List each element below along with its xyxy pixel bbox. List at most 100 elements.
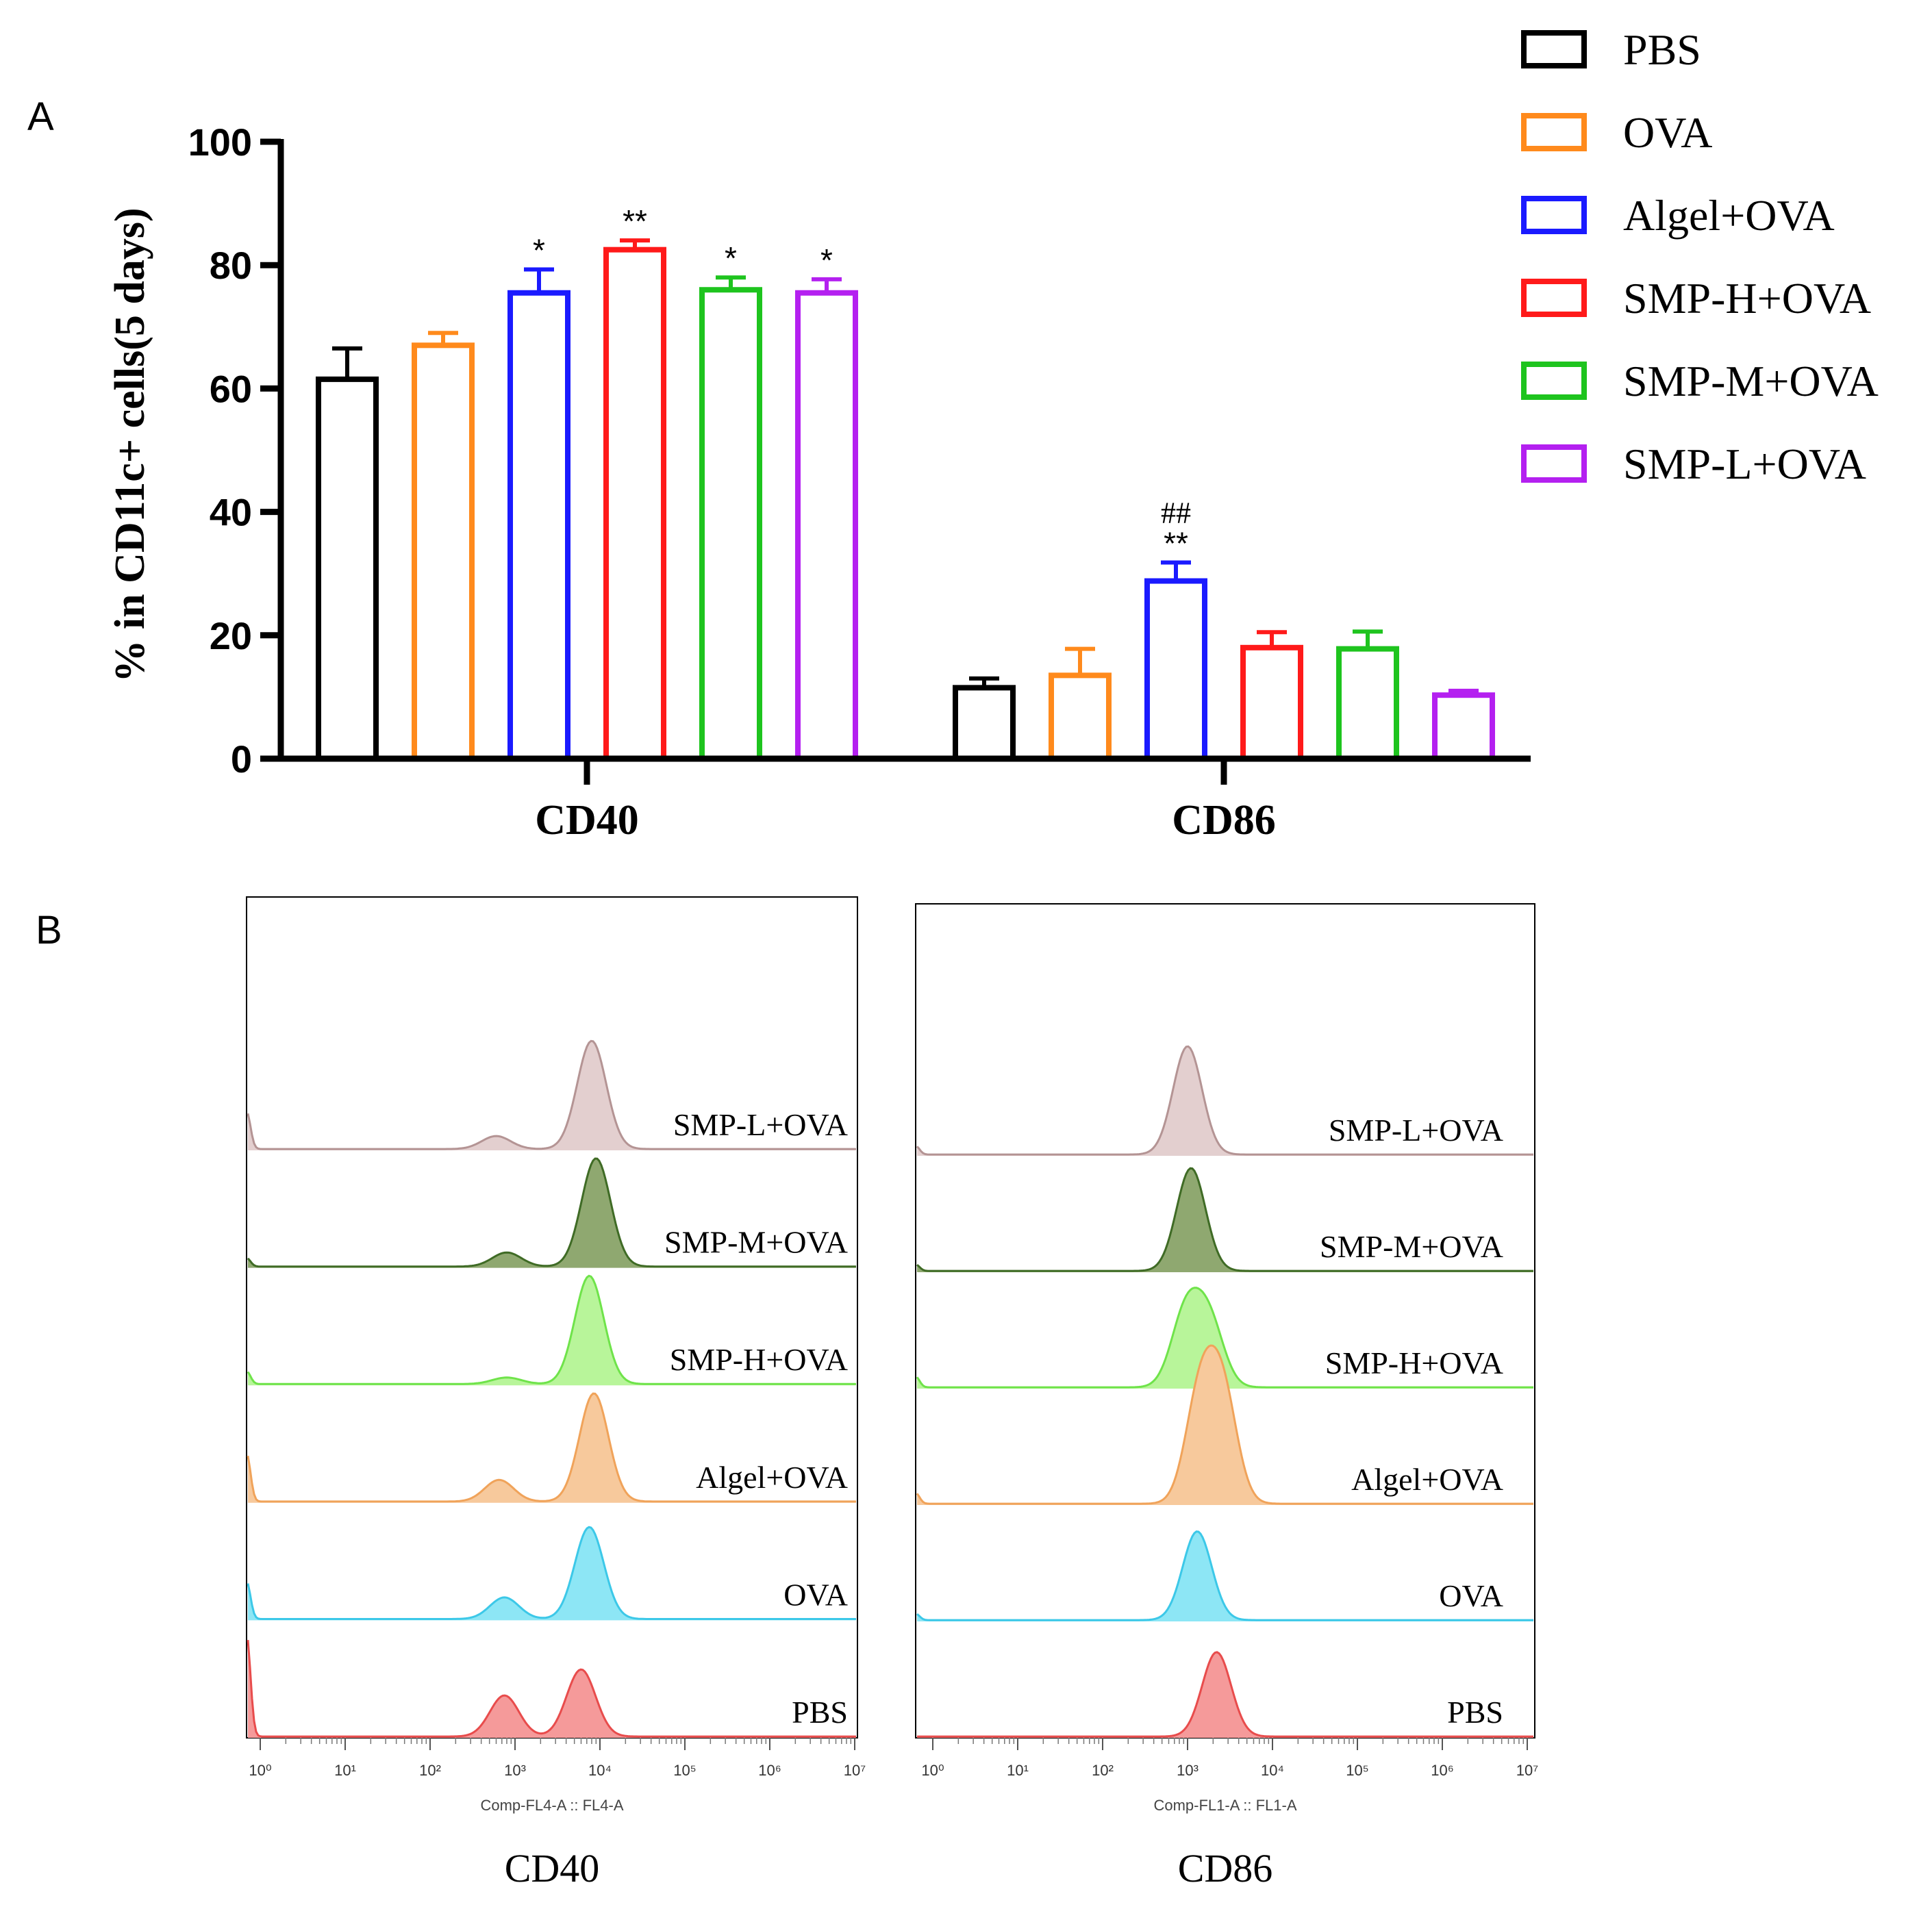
x-tick-label: 10⁵ — [673, 1762, 697, 1779]
legend-swatch-pbs — [1521, 30, 1587, 68]
histogram-line-smp-m-ova — [916, 1167, 1533, 1272]
bar-cd40-ova — [412, 342, 475, 761]
bar-cd40-pbs — [316, 376, 379, 761]
x-tick-label: 10⁰ — [921, 1762, 944, 1779]
x-tick-label: 10⁶ — [1431, 1762, 1454, 1779]
track-label-smp-h-ova: SMP-H+OVA — [1325, 1345, 1503, 1380]
bar-cd86-smp-l-ova — [1432, 692, 1495, 762]
histogram-panel-cd40: SMP-L+OVA SMP-M+OVA SMP-H+OVA Algel+OVA OVA P… — [246, 896, 866, 1891]
significance-marker: * — [533, 233, 545, 268]
x-axis-categories: CD40 CD86 — [535, 759, 1276, 844]
bar-cd86-pbs — [953, 685, 1016, 762]
significance-marker: * — [820, 242, 833, 278]
histogram-line-ova — [916, 1530, 1533, 1621]
x-category-label: CD86 — [1172, 797, 1276, 844]
x-tick-label: 10⁶ — [758, 1762, 781, 1779]
track-label-pbs: PBS — [1447, 1695, 1503, 1730]
legend-label-ova: OVA — [1623, 108, 1712, 157]
legend-swatch-smp-h-ova — [1521, 279, 1587, 317]
histogram-fill-pbs — [917, 1652, 1533, 1738]
x-tick-label: 10⁷ — [844, 1762, 866, 1779]
track-label-algel-ova: Algel+OVA — [696, 1460, 848, 1495]
y-tick-label: 40 — [210, 491, 252, 534]
bar-cd86-smp-h-ova — [1240, 644, 1303, 761]
y-axis-ticks: 0 20 40 60 80 100 — [188, 121, 281, 781]
histogram-fill-pbs — [248, 1640, 856, 1738]
axis-caption: Comp-FL4-A :: FL4-A — [480, 1797, 623, 1814]
histogram-fill-algel-ova — [917, 1345, 1533, 1505]
legend-label-smp-m-ova: SMP-M+OVA — [1623, 357, 1879, 405]
axis-caption: Comp-FL1-A :: FL1-A — [1153, 1797, 1296, 1814]
track-label-algel-ova: Algel+OVA — [1351, 1462, 1503, 1497]
bar-cd86-smp-m-ova — [1336, 646, 1399, 762]
legend-swatch-smp-m-ova — [1521, 362, 1587, 400]
histogram-line-smp-l-ova — [916, 1045, 1533, 1156]
track-label-smp-l-ova: SMP-L+OVA — [673, 1107, 848, 1142]
histogram-fill-smp-h-ova — [917, 1287, 1533, 1389]
x-tick-label: 10¹ — [1007, 1762, 1029, 1779]
bar-cd40-smp-h-ova — [603, 246, 666, 761]
x-tick-label: 10³ — [1177, 1762, 1199, 1779]
x-tick-label: 10² — [1092, 1762, 1114, 1779]
bar-chart-panel-a: % in CD11c+ cells(5 days) 0 20 40 60 80 100 *… — [107, 25, 1879, 844]
track-label-smp-l-ova: SMP-L+OVA — [1329, 1113, 1503, 1148]
legend-label-algel-ova: Algel+OVA — [1623, 191, 1835, 240]
track-label-pbs: PBS — [792, 1695, 848, 1730]
bar-series: **** ***## — [316, 203, 1495, 762]
marker-label: CD40 — [505, 1846, 600, 1891]
histogram-line-smp-m-ova — [247, 1157, 856, 1268]
histogram-panel-cd86: SMP-L+OVA SMP-M+OVA SMP-H+OVA Algel+OVA OVA P… — [915, 903, 1538, 1891]
bar-cd86-ova — [1049, 672, 1112, 761]
legend-label-pbs: PBS — [1623, 25, 1701, 74]
histogram-fill-ova — [248, 1527, 856, 1621]
x-tick-label: 10¹ — [334, 1762, 356, 1779]
track-label-ova: OVA — [1439, 1578, 1503, 1613]
axes — [277, 139, 1531, 762]
y-tick-label: 20 — [210, 614, 252, 657]
histogram-line-smp-h-ova — [916, 1287, 1533, 1389]
significance-marker: ** — [1164, 525, 1188, 561]
y-tick-label: 60 — [210, 367, 252, 410]
legend-swatch-smp-l-ova — [1521, 444, 1587, 483]
x-tick-label: 10⁵ — [1346, 1762, 1369, 1779]
track-label-ova: OVA — [783, 1577, 848, 1612]
bar-cd86-algel-ova — [1144, 578, 1207, 762]
plot-frame — [246, 896, 858, 1739]
x-tick-label: 10⁴ — [1261, 1762, 1284, 1779]
histogram-line-pbs — [917, 1651, 1533, 1738]
track-label-smp-h-ova: SMP-H+OVA — [670, 1342, 848, 1377]
bar-cd40-smp-m-ova — [699, 287, 762, 761]
y-axis-label: % in CD11c+ cells(5 days) — [107, 207, 153, 682]
histogram-line-smp-l-ova — [247, 1039, 856, 1150]
x-category-label: CD40 — [535, 797, 639, 844]
y-tick-label: 100 — [188, 121, 252, 164]
legend-label-smp-l-ova: SMP-L+OVA — [1623, 440, 1866, 488]
panel-label-b: B — [36, 908, 62, 952]
legend: PBS OVA Algel+OVA SMP-H+OVA SMP-M+OVA SMP-L+O… — [1521, 25, 1879, 488]
histogram-line-algel-ova — [916, 1344, 1533, 1505]
significance-marker: * — [725, 240, 737, 276]
legend-label-smp-h-ova: SMP-H+OVA — [1623, 274, 1871, 323]
significance-marker-top: ## — [1161, 496, 1191, 529]
x-tick-label: 10⁴ — [588, 1762, 612, 1779]
x-tick-label: 10⁷ — [1516, 1762, 1538, 1779]
bar-cd40-smp-l-ova — [795, 290, 858, 761]
x-tick-label: 10⁰ — [249, 1762, 271, 1779]
marker-label: CD86 — [1178, 1846, 1273, 1891]
legend-swatch-algel-ova — [1521, 196, 1587, 234]
bar-cd40-algel-ova — [507, 290, 570, 761]
y-tick-label: 0 — [231, 737, 252, 781]
histogram-line-pbs — [247, 1639, 856, 1738]
track-label-smp-m-ova: SMP-M+OVA — [1320, 1229, 1503, 1264]
panel-label-a: A — [27, 94, 54, 139]
x-tick-label: 10³ — [504, 1762, 526, 1779]
y-tick-label: 80 — [210, 244, 252, 287]
track-label-smp-m-ova: SMP-M+OVA — [664, 1225, 848, 1260]
x-tick-label: 10² — [419, 1762, 441, 1779]
significance-marker: ** — [623, 203, 647, 239]
histogram-line-algel-ova — [247, 1392, 856, 1503]
legend-swatch-ova — [1521, 113, 1587, 151]
histogram-line-ova — [247, 1526, 856, 1620]
histogram-line-smp-h-ova — [247, 1274, 856, 1385]
